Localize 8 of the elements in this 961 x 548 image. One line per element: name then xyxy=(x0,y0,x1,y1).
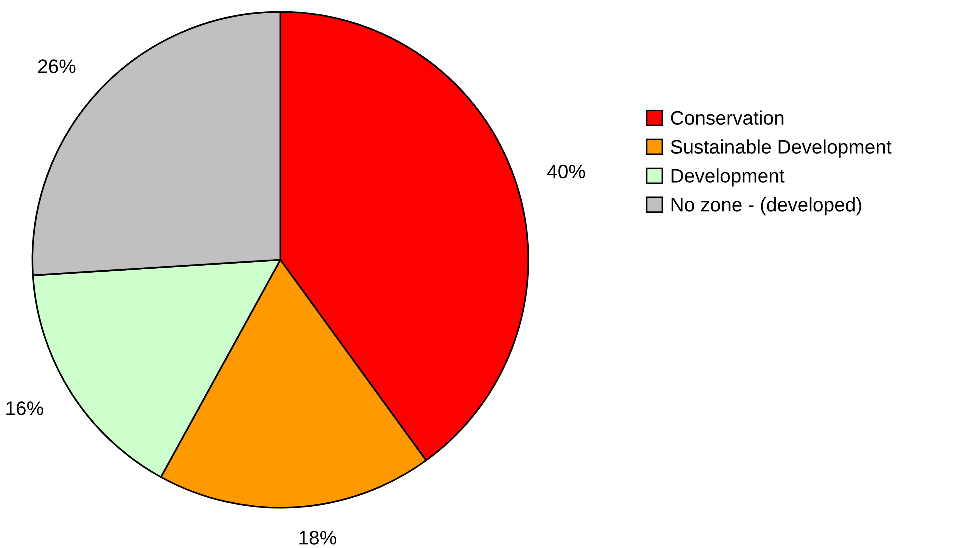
data-label: 40% xyxy=(548,164,586,179)
data-label: 26% xyxy=(38,60,76,74)
data-label: 18% xyxy=(300,531,336,545)
legend-label: No zone - (developed) xyxy=(672,198,862,216)
data-label: 16% xyxy=(6,402,44,416)
legend-label: Conservation xyxy=(671,110,784,126)
legend-label: Development xyxy=(672,168,785,187)
legend-label: Sustainable Development xyxy=(671,140,892,158)
